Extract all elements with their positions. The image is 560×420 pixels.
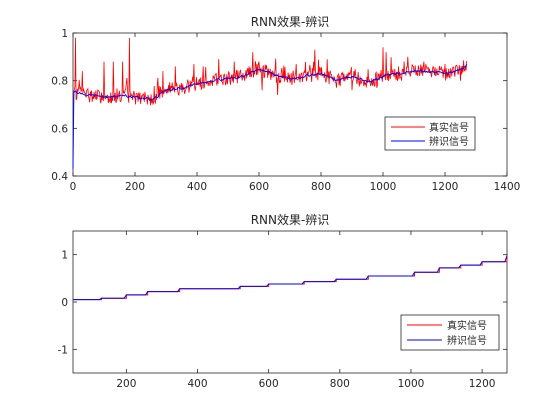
bottom-subplot: RNN效果-辨识 200 400 600 800 1000 1200 -1 0 1 真实信号 辨… bbox=[58, 212, 508, 390]
bottom-xtick-label: 1200 bbox=[469, 378, 496, 390]
top-xtick-label: 1200 bbox=[432, 181, 459, 193]
top-legend-ident-label: 辨识信号 bbox=[429, 135, 469, 148]
bottom-ytick-label: 0 bbox=[61, 297, 68, 309]
top-xtick-label: 0 bbox=[70, 181, 77, 193]
top-xtick-label: 400 bbox=[187, 181, 207, 193]
top-plot-area: 0 200 400 600 800 1000 1200 1400 0.4 0.6 0.8 1 bbox=[51, 28, 520, 193]
bottom-axes-frame bbox=[72, 230, 508, 374]
top-xtick-label: 600 bbox=[249, 181, 269, 193]
top-ytick-label: 0.6 bbox=[51, 123, 68, 135]
bottom-xtick-label: 600 bbox=[259, 378, 279, 390]
bottom-legend-box bbox=[400, 314, 500, 351]
bottom-legend-ident-label: 辨识信号 bbox=[447, 334, 487, 347]
top-legend: 真实信号 辨识信号 bbox=[384, 116, 476, 151]
top-series-real-line bbox=[72, 37, 468, 106]
bottom-subplot-title: RNN效果-辨识 bbox=[251, 212, 330, 227]
bottom-legend: 真实信号 辨识信号 bbox=[400, 314, 500, 351]
top-xtick-label: 1400 bbox=[494, 181, 521, 193]
top-legend-box bbox=[384, 116, 476, 151]
top-series-ident-line bbox=[72, 64, 468, 169]
bottom-plot-area: 200 400 600 800 1000 1200 -1 0 1 bbox=[58, 230, 508, 390]
bottom-xtick-label: 200 bbox=[116, 378, 136, 390]
top-xtick-label: 1000 bbox=[370, 181, 397, 193]
top-axes-frame bbox=[72, 32, 508, 177]
top-subplot-title: RNN效果-辨识 bbox=[251, 14, 330, 29]
top-xtick-label: 800 bbox=[311, 181, 331, 193]
top-ytick-label: 0.8 bbox=[51, 76, 68, 88]
bottom-xtick-label: 400 bbox=[187, 378, 207, 390]
top-subplot: RNN效果-辨识 0 200 400 600 800 1000 1200 1400 0.4 0.6… bbox=[51, 14, 520, 193]
bottom-legend-real-label: 真实信号 bbox=[447, 319, 487, 332]
top-xtick-label: 200 bbox=[125, 181, 145, 193]
bottom-xtick-label: 1000 bbox=[398, 378, 425, 390]
bottom-xtick-label: 800 bbox=[330, 378, 350, 390]
top-legend-real-label: 真实信号 bbox=[429, 121, 469, 134]
bottom-ytick-label: -1 bbox=[58, 344, 68, 356]
bottom-ytick-label: 1 bbox=[61, 250, 68, 262]
top-ytick-label: 1 bbox=[61, 28, 68, 40]
top-ytick-label: 0.4 bbox=[51, 171, 68, 183]
bottom-series-ident-line bbox=[73, 255, 508, 301]
